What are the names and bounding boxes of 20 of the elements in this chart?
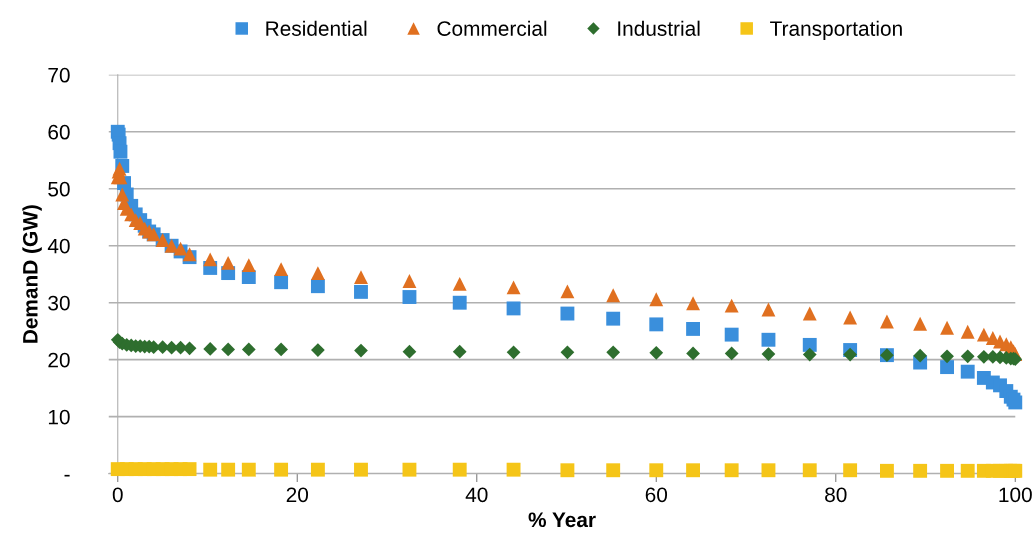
y-tick-label: 70 bbox=[48, 67, 70, 83]
y-tick-label: 30 bbox=[48, 295, 70, 311]
x-tick-label: 40 bbox=[465, 487, 488, 503]
x-tick-label: 100 bbox=[999, 487, 1032, 503]
y-tick-label: 10 bbox=[48, 409, 70, 425]
legend-label: Transportation bbox=[770, 20, 902, 41]
legend-label: Industrial bbox=[618, 20, 700, 36]
legend-label: Residential bbox=[266, 20, 367, 36]
x-tick-label: 80 bbox=[825, 487, 847, 503]
legend-label: Commercial bbox=[437, 20, 547, 36]
y-tick-label: 50 bbox=[48, 181, 70, 197]
x-tick-label: 0 bbox=[112, 487, 123, 503]
x-tick-label: 20 bbox=[286, 487, 309, 503]
x-tick-label: 60 bbox=[645, 487, 668, 503]
y-tick-label: 40 bbox=[47, 238, 70, 254]
y-tick-label: 20 bbox=[48, 352, 70, 368]
y-tick-label: - bbox=[64, 474, 70, 477]
x-axis-title: % Year bbox=[528, 512, 596, 528]
y-tick-label: 60 bbox=[48, 124, 70, 140]
y-axis-title: DemanD (GW) bbox=[22, 205, 42, 343]
